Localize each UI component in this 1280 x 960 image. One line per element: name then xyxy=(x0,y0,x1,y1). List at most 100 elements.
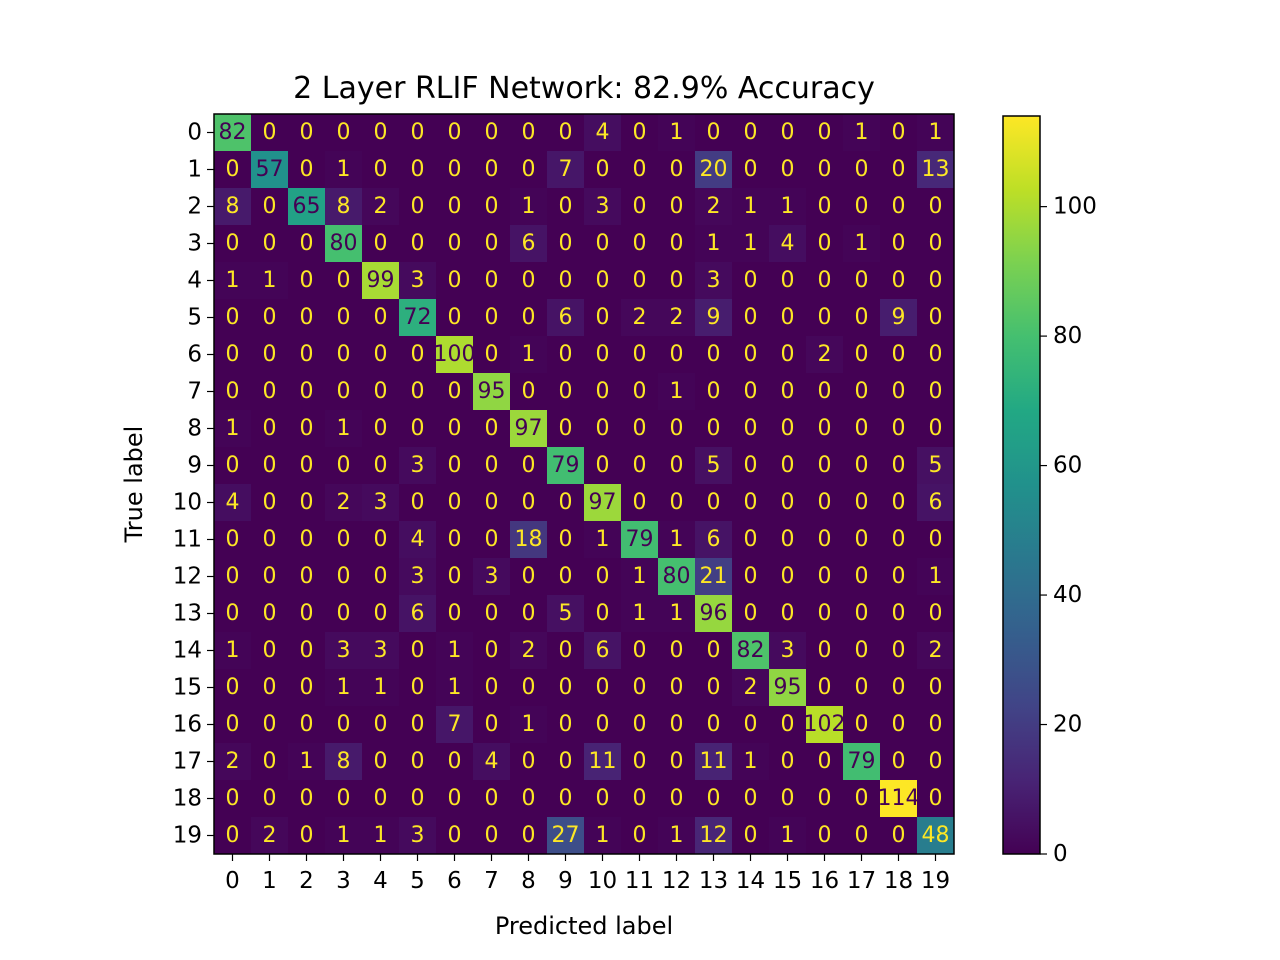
heatmap-cell xyxy=(362,595,400,633)
heatmap-cell xyxy=(510,632,548,670)
cell-value-label: 0 xyxy=(448,564,462,589)
cell-value-label: 0 xyxy=(707,416,721,441)
heatmap-cell xyxy=(806,336,844,374)
heatmap-cell xyxy=(584,558,622,596)
cell-value-label: 2 xyxy=(374,194,388,219)
heatmap-cell xyxy=(362,336,400,374)
cell-value-label: 0 xyxy=(929,601,943,626)
cell-value-label: 1 xyxy=(929,120,943,145)
cell-value-label: 2 xyxy=(226,749,240,774)
cell-value-label: 0 xyxy=(337,527,351,552)
cell-value-label: 2 xyxy=(744,675,758,700)
cell-value-label: 6 xyxy=(707,527,721,552)
heatmap-cell xyxy=(584,114,622,152)
cell-value-label: 0 xyxy=(818,786,832,811)
heatmap-cell xyxy=(547,484,585,522)
heatmap-cell xyxy=(325,595,363,633)
heatmap-cell xyxy=(658,114,696,152)
heatmap-cell xyxy=(843,817,881,855)
cell-value-label: 0 xyxy=(670,157,684,182)
cell-value-label: 0 xyxy=(818,453,832,478)
cell-value-label: 1 xyxy=(596,823,610,848)
cell-value-label: 0 xyxy=(226,564,240,589)
cell-value-label: 1 xyxy=(781,823,795,848)
heatmap-cell xyxy=(473,743,511,781)
cell-value-label: 0 xyxy=(744,120,758,145)
heatmap-cell xyxy=(732,410,770,448)
heatmap-cell xyxy=(251,114,289,152)
heatmap-cell xyxy=(288,188,326,226)
cell-value-label: 1 xyxy=(226,268,240,293)
cell-value-label: 0 xyxy=(263,305,277,330)
cell-value-label: 0 xyxy=(448,490,462,515)
cell-value-label: 0 xyxy=(855,786,869,811)
heatmap-cell xyxy=(621,780,659,818)
cell-value-label: 0 xyxy=(781,712,795,737)
heatmap-cell xyxy=(399,151,437,189)
heatmap-cell xyxy=(769,780,807,818)
heatmap-cell xyxy=(843,114,881,152)
cell-value-label: 3 xyxy=(411,453,425,478)
heatmap-cell xyxy=(732,114,770,152)
heatmap-cell xyxy=(695,558,733,596)
heatmap-cell xyxy=(288,373,326,411)
heatmap-cell xyxy=(288,299,326,337)
heatmap-cell xyxy=(251,484,289,522)
heatmap-cell xyxy=(399,558,437,596)
y-tick-label: 15 xyxy=(173,675,202,701)
heatmap-cell xyxy=(843,188,881,226)
x-tick-label: 0 xyxy=(225,868,240,894)
cell-value-label: 0 xyxy=(818,601,832,626)
cell-value-label: 1 xyxy=(522,712,536,737)
x-tick-label: 4 xyxy=(373,868,388,894)
cell-value-label: 1 xyxy=(744,749,758,774)
heatmap-cell xyxy=(621,373,659,411)
heatmap-cell xyxy=(584,373,622,411)
heatmap-cell xyxy=(880,151,918,189)
cell-value-label: 82 xyxy=(737,638,765,663)
heatmap-cell xyxy=(436,595,474,633)
cell-value-label: 2 xyxy=(633,305,647,330)
heatmap-cell xyxy=(436,299,474,337)
heatmap-cell xyxy=(917,410,955,448)
heatmap-cell xyxy=(473,484,511,522)
x-tick-label: 13 xyxy=(699,868,728,894)
cell-value-label: 0 xyxy=(522,749,536,774)
cell-value-label: 0 xyxy=(670,342,684,367)
heatmap-cell xyxy=(584,336,622,374)
colorbar-tick-label: 20 xyxy=(1053,712,1082,738)
heatmap-cell xyxy=(621,151,659,189)
heatmap-cell xyxy=(769,521,807,559)
cell-value-label: 9 xyxy=(892,305,906,330)
heatmap-cell xyxy=(917,558,955,596)
cell-value-label: 0 xyxy=(744,453,758,478)
cell-value-label: 0 xyxy=(818,379,832,404)
cell-value-label: 1 xyxy=(226,638,240,663)
heatmap-cell xyxy=(436,817,474,855)
heatmap-cell xyxy=(584,595,622,633)
cell-value-label: 0 xyxy=(448,268,462,293)
heatmap-cell xyxy=(473,706,511,744)
heatmap-cell xyxy=(658,225,696,263)
heatmap-cell xyxy=(362,780,400,818)
heatmap-cell xyxy=(214,669,252,707)
heatmap-cell xyxy=(769,225,807,263)
cell-value-label: 0 xyxy=(374,379,388,404)
heatmap-cell xyxy=(288,558,326,596)
heatmap-cell xyxy=(621,188,659,226)
cell-value-label: 0 xyxy=(892,268,906,293)
heatmap-cell xyxy=(769,336,807,374)
heatmap-cell xyxy=(917,299,955,337)
heatmap-cell xyxy=(251,558,289,596)
heatmap-cell xyxy=(362,373,400,411)
cell-value-label: 0 xyxy=(892,527,906,552)
heatmap-cell xyxy=(325,336,363,374)
cell-value-label: 0 xyxy=(226,157,240,182)
cell-value-label: 0 xyxy=(263,490,277,515)
heatmap-cell xyxy=(251,299,289,337)
cell-value-label: 0 xyxy=(559,490,573,515)
heatmap-cell xyxy=(843,225,881,263)
heatmap-cell xyxy=(769,114,807,152)
cell-value-label: 80 xyxy=(330,231,358,256)
cell-value-label: 0 xyxy=(633,749,647,774)
